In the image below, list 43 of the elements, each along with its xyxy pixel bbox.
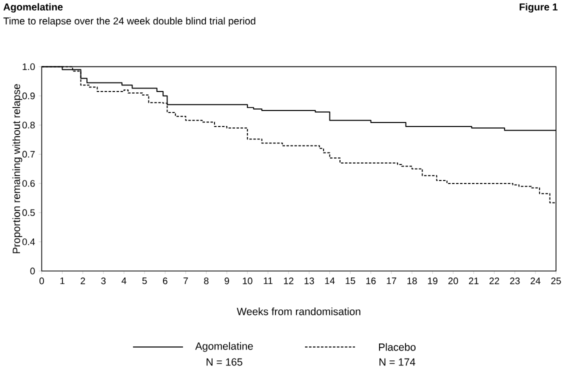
legend-label: Agomelatine <box>195 342 253 352</box>
x-tick-label: 12 <box>284 278 294 284</box>
x-tick-label: 10 <box>242 278 252 284</box>
x-tick-label: 2 <box>80 278 86 284</box>
chart-subtitle: Time to relapse over the 24 week double blind trial period <box>3 17 256 26</box>
x-tick-label: 9 <box>224 278 230 284</box>
y-tick-label: 0.7 <box>22 150 35 158</box>
text: N = 174 <box>380 358 416 366</box>
x-tick-label: 11 <box>264 278 272 284</box>
x-tick-label: 25 <box>551 278 561 284</box>
y-tick-label: 0.4 <box>22 238 35 246</box>
x-tick-label: 7 <box>184 278 188 284</box>
x-tick-label: 13 <box>304 278 314 284</box>
y-tick-label: 0.9 <box>22 92 35 100</box>
y-tick-label: 0.5 <box>22 209 35 216</box>
x-axis-title: Weeks from randomisation <box>236 308 360 316</box>
y-tick-label: 0.6 <box>22 180 35 187</box>
y-tick-label: 0.8 <box>22 122 35 128</box>
y-tick-label: 1.0 <box>22 63 35 70</box>
x-tick-label: 19 <box>428 278 438 284</box>
x-tick-label: 6 <box>162 278 168 284</box>
x-tick-label: 4 <box>122 278 126 284</box>
x-tick-label: 21 <box>468 278 479 284</box>
x-tick-label: 24 <box>530 278 540 284</box>
x-tick-label: 23 <box>510 278 520 284</box>
x-tick-label: 16 <box>366 278 376 284</box>
x-tick-label: 17 <box>386 278 396 284</box>
x-tick-label: 14 <box>325 278 335 284</box>
y-tick-label: 0 <box>30 268 35 274</box>
x-tick-label: 1 <box>60 278 64 284</box>
caption: Figure 1 <box>520 3 558 13</box>
y-axis-title: Proportion remaining without relapse <box>12 84 22 254</box>
x-tick-label: 0 <box>39 278 44 284</box>
x-tick-label: 22 <box>490 278 500 284</box>
chart-title: Agomelatine <box>3 3 63 13</box>
x-tick-label: 8 <box>204 278 209 284</box>
x-tick-label: 18 <box>407 278 417 284</box>
legend-label: Placebo <box>379 343 416 351</box>
x-tick-label: 20 <box>448 278 458 284</box>
x-tick-label: 3 <box>101 278 106 284</box>
text: N = 165 <box>206 358 242 366</box>
x-tick-label: 15 <box>346 278 356 284</box>
x-tick-label: 5 <box>142 278 147 284</box>
